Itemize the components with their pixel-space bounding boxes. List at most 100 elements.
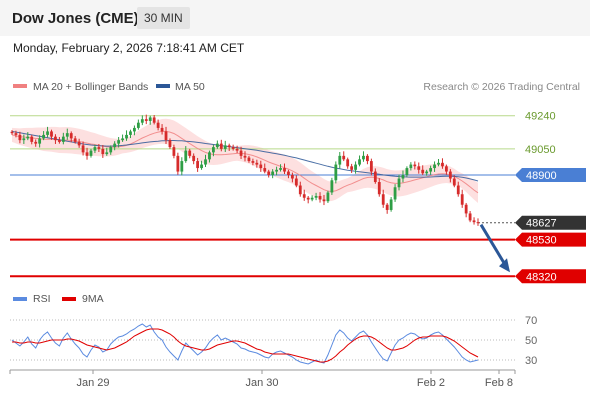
candle [294, 175, 298, 188]
candle [73, 135, 77, 144]
rsi-tick-30: 30 [525, 355, 537, 367]
level-label-48320: 48320 [526, 271, 557, 283]
candle [342, 151, 346, 162]
candle [77, 138, 81, 148]
candle [405, 166, 409, 177]
candle [366, 154, 369, 165]
candle [472, 217, 476, 225]
candle [109, 145, 113, 155]
candle [302, 189, 306, 201]
candle [456, 181, 460, 197]
candle [46, 126, 49, 138]
level-tag-48320: 48320 [515, 269, 586, 284]
candle [445, 164, 448, 175]
rsi-tick-70: 70 [525, 315, 537, 327]
candle [385, 202, 389, 214]
ma9-legend-label: 9MA [82, 293, 104, 305]
candle [279, 164, 282, 172]
candle [188, 148, 192, 159]
candle [326, 190, 330, 203]
candle [125, 130, 128, 141]
level-tag-48627: 48627 [515, 215, 586, 230]
candle [243, 151, 247, 162]
candle [160, 124, 164, 135]
candle [180, 157, 184, 176]
candle [413, 161, 417, 170]
rsi-legend-label: RSI [33, 293, 51, 305]
candle [18, 131, 22, 144]
level-label-48900: 48900 [526, 170, 557, 182]
candle [172, 144, 176, 159]
candle [105, 147, 109, 156]
candle [208, 150, 211, 163]
candle [42, 131, 45, 141]
candle [425, 169, 429, 176]
level-label-48530: 48530 [526, 235, 557, 247]
level-label-49240: 49240 [525, 111, 556, 123]
candle [287, 169, 290, 179]
candle [50, 129, 53, 140]
candle [196, 157, 200, 172]
candle [184, 146, 188, 163]
candle [164, 126, 168, 144]
candle [231, 144, 235, 151]
rsi-tick-50: 50 [525, 335, 537, 347]
candle [152, 115, 156, 125]
candle [263, 163, 267, 174]
projection-arrow [479, 223, 510, 273]
timeframe-button[interactable]: 30 MIN [137, 7, 190, 29]
candles [10, 114, 480, 226]
candle [350, 163, 354, 173]
candle [54, 134, 57, 144]
candle [460, 189, 464, 208]
candle [334, 161, 338, 184]
candle [121, 134, 124, 142]
candle [448, 169, 452, 183]
instrument-title: Dow Jones (CME) [12, 10, 139, 27]
x-tick-label: Jan 29 [76, 377, 109, 389]
candle [65, 128, 69, 140]
candle [133, 125, 136, 136]
candle [417, 162, 421, 174]
candle [192, 153, 196, 165]
candle [101, 145, 105, 158]
candle [200, 160, 203, 170]
candle [89, 148, 93, 158]
candle [433, 161, 436, 172]
rsi-panel: 70 50 30 [10, 315, 537, 367]
candle [464, 202, 468, 218]
candle [247, 155, 251, 163]
candle [81, 141, 85, 156]
candle [30, 134, 34, 145]
top-bar [0, 0, 590, 36]
projection-arrow-head [499, 258, 510, 273]
candle [373, 168, 377, 184]
candle [69, 131, 73, 143]
level-tag-48530: 48530 [515, 232, 586, 247]
candle [259, 160, 263, 172]
candle [239, 146, 243, 159]
candle [381, 189, 385, 208]
candle [251, 158, 255, 166]
candle [468, 211, 472, 223]
rsi-legend-swatch [13, 297, 27, 301]
candle [310, 195, 314, 202]
candle [129, 129, 132, 139]
timestamp: Monday, February 2, 2026 7:18:41 AM CET [13, 41, 245, 55]
candle [358, 155, 361, 167]
candle [314, 192, 318, 201]
candle [93, 144, 97, 154]
candle [275, 166, 278, 176]
candle [283, 163, 286, 174]
candle [429, 165, 433, 175]
candle [267, 169, 271, 178]
ma20-legend-label: MA 20 + Bollinger Bands [33, 81, 148, 93]
candle [369, 158, 373, 176]
candle [148, 115, 152, 125]
candle [117, 137, 121, 148]
candle [421, 165, 425, 176]
candle [10, 130, 14, 135]
candle [144, 114, 148, 125]
candle [362, 151, 365, 162]
